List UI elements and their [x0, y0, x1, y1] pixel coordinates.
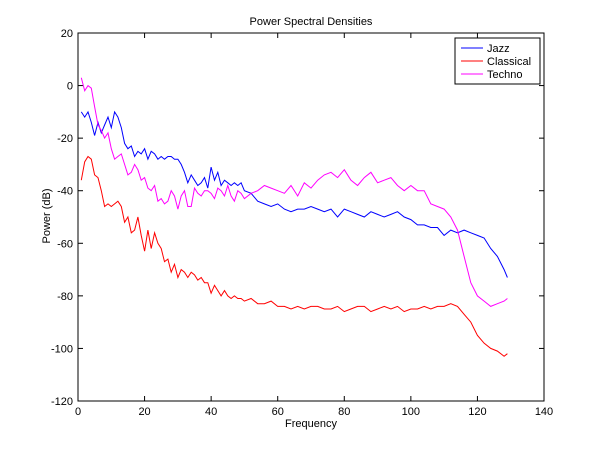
x-tick-label: 100: [402, 406, 420, 418]
axes-frame: [77, 32, 545, 402]
x-axis-title: Frequency: [285, 418, 337, 430]
y-tick-label: 0: [67, 81, 73, 93]
series-line-techno: [80, 77, 508, 307]
y-tick-label: -120: [51, 396, 73, 408]
x-tick-label: 80: [338, 406, 350, 418]
y-tick-label: -60: [57, 238, 73, 250]
plot-area: 0 20 40 60 80 100 120 140 20 0 -20 -40 -60 -80 -100 -12…: [51, 28, 553, 418]
x-tick-label: 40: [205, 406, 217, 418]
legend-label-techno: Techno: [487, 69, 522, 81]
x-tick-label: 120: [468, 406, 486, 418]
x-tick-label: 140: [535, 406, 553, 418]
y-tick-label: -20: [57, 133, 73, 145]
x-tick-label: 0: [75, 406, 81, 418]
legend-label-jazz: Jazz: [487, 43, 510, 55]
x-tick-label: 60: [272, 406, 284, 418]
y-axis-title: Power (dB): [41, 188, 53, 243]
legend-label-classical: Classical: [487, 56, 531, 68]
chart-title: Power Spectral Densities: [250, 16, 373, 28]
y-tick-label: -100: [51, 343, 73, 355]
x-tick-label: 20: [138, 406, 150, 418]
y-tick-label: 20: [61, 28, 73, 40]
series-line-classical: [80, 155, 508, 357]
series-line-jazz: [80, 110, 508, 278]
y-tick-label: -80: [57, 291, 73, 303]
y-tick-label: -40: [57, 186, 73, 198]
